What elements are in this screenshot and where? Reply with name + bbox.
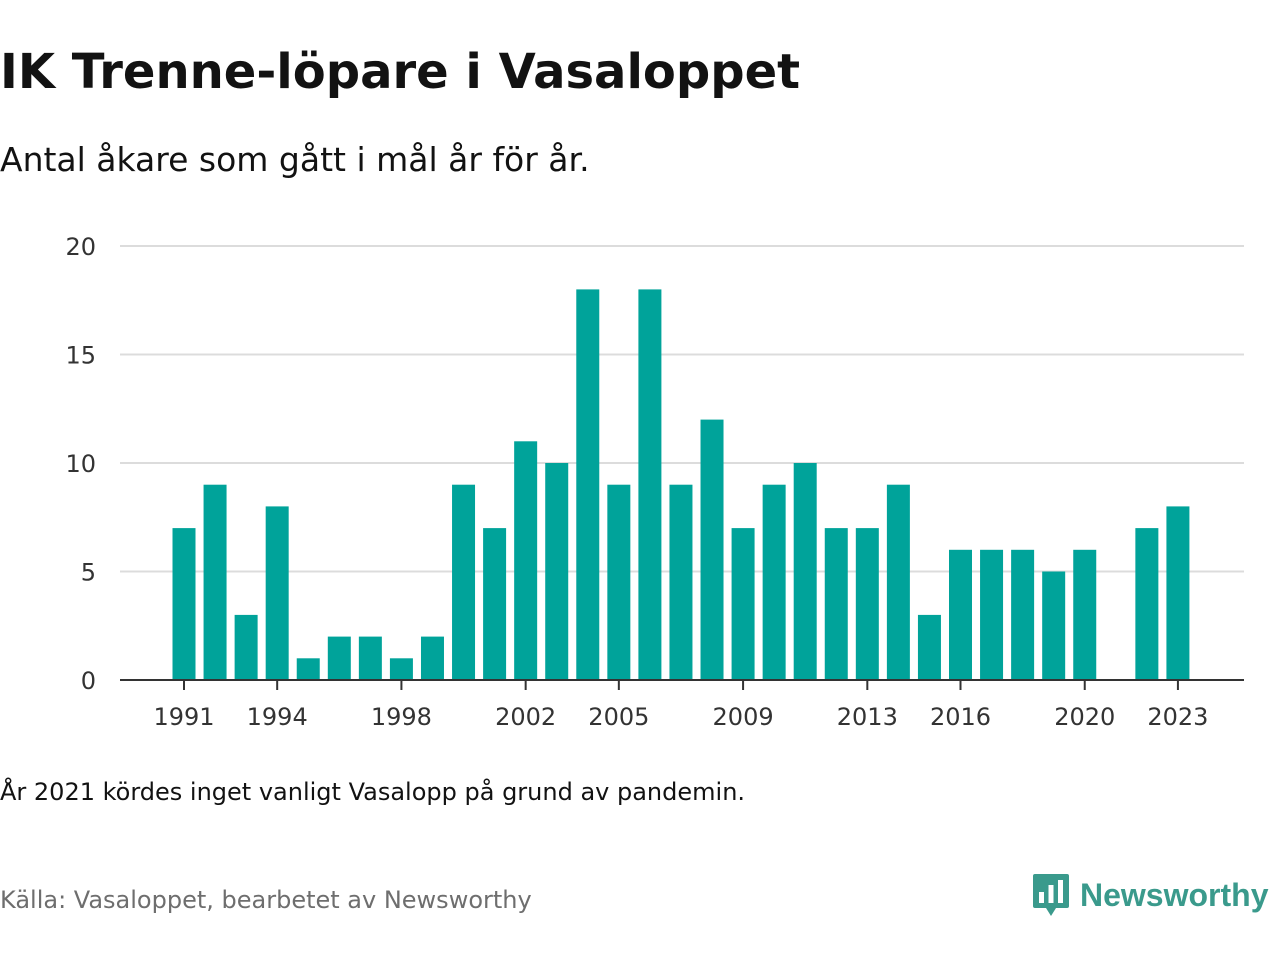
bar-2023 <box>1166 506 1190 680</box>
bar-2007 <box>669 484 693 680</box>
bar-2019 <box>1042 571 1066 680</box>
bar-2000 <box>452 484 476 680</box>
bar-2020 <box>1073 549 1097 680</box>
x-tick-label: 2005 <box>588 703 649 731</box>
bar-2022 <box>1135 528 1159 680</box>
bar-2017 <box>980 549 1004 680</box>
x-tick-label: 1991 <box>153 703 214 731</box>
source-credit: Källa: Vasaloppet, bearbetet av Newswort… <box>0 886 532 914</box>
bar-1997 <box>358 636 382 680</box>
bar-2006 <box>638 289 662 680</box>
brand-name: Newsworthy <box>1080 876 1269 913</box>
bar-1999 <box>420 636 444 680</box>
y-tick-label: 20 <box>65 233 96 261</box>
bar-2008 <box>700 419 724 680</box>
x-tick-label: 2013 <box>837 703 898 731</box>
bar-2009 <box>731 528 755 680</box>
y-tick-label: 10 <box>65 450 96 478</box>
bar-2018 <box>1011 549 1035 680</box>
bar-1993 <box>234 614 258 680</box>
y-tick-label: 5 <box>81 559 96 587</box>
bar-2002 <box>514 441 538 680</box>
bar-2010 <box>762 484 786 680</box>
bar-1991 <box>172 528 196 680</box>
x-tick-label: 2002 <box>495 703 556 731</box>
chart-title: IK Trenne-löpare i Vasaloppet <box>0 44 801 100</box>
bar-1992 <box>203 484 227 680</box>
y-tick-label: 0 <box>81 667 96 695</box>
bar-1996 <box>327 636 351 680</box>
x-tick-label: 2016 <box>930 703 991 731</box>
bar-2016 <box>949 549 972 680</box>
bar-1995 <box>296 658 320 680</box>
y-tick-label: 15 <box>65 342 96 370</box>
bar-2003 <box>545 463 569 680</box>
bar-2011 <box>793 463 817 680</box>
bar-2001 <box>483 528 507 680</box>
x-tick-label: 2009 <box>713 703 774 731</box>
bar-2005 <box>607 484 631 680</box>
bar-chart: 0 5 10 15 20 1991 1994 1998 2002 2005 2009 2013 2016… <box>65 233 1244 731</box>
bar-2013 <box>855 528 879 680</box>
newsworthy-logo-icon <box>1033 874 1069 916</box>
axes: 0 5 10 15 20 1991 1994 1998 2002 2005 2009 2013 2016… <box>65 233 1244 731</box>
bar-2015 <box>917 614 941 680</box>
footnote: År 2021 kördes inget vanligt Vasalopp på… <box>0 778 746 806</box>
x-tick-label: 1998 <box>371 703 432 731</box>
bar-2014 <box>886 484 910 680</box>
bar-2004 <box>576 289 600 680</box>
x-tick-label: 2020 <box>1054 703 1115 731</box>
chart-subtitle: Antal åkare som gått i mål år för år. <box>0 140 590 179</box>
x-tick-label: 1994 <box>247 703 308 731</box>
bar-2012 <box>824 528 848 680</box>
bar-1994 <box>265 506 289 680</box>
x-tick-label: 2023 <box>1147 703 1208 731</box>
bars <box>172 289 1190 680</box>
bar-1998 <box>389 658 413 680</box>
brand-logo[interactable]: Newsworthy <box>1032 872 1268 918</box>
